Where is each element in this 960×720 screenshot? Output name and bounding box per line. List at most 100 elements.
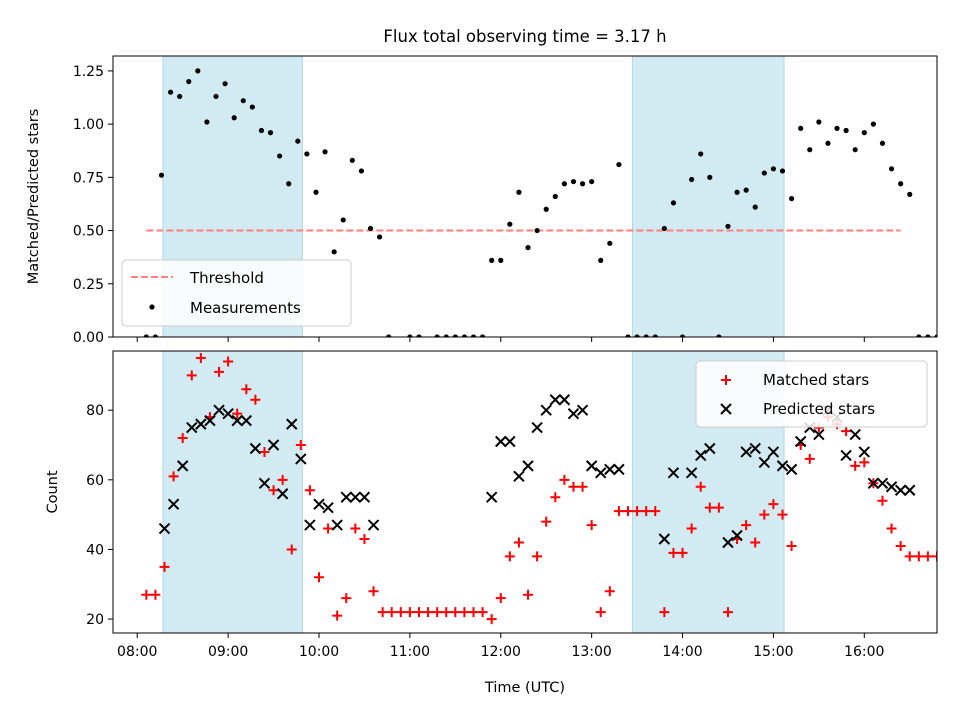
measurement-point [340, 217, 346, 223]
x-tick-label: 12:00 [481, 644, 521, 660]
y-tick-label: 0.75 [73, 170, 104, 186]
measurement-point [788, 196, 795, 202]
measurement-point [925, 334, 931, 337]
measurement-point [570, 178, 577, 185]
predicted-star-point [349, 491, 362, 503]
measurement-point [416, 334, 422, 337]
matched-star-point [859, 457, 870, 468]
legend-measurements-swatch [149, 304, 155, 310]
matched-star-point [386, 607, 397, 618]
matched-star-point [777, 509, 788, 520]
measurement-point [852, 147, 858, 153]
predicted-star-point [867, 477, 880, 490]
predicted-star-point [322, 501, 334, 514]
predicted-star-point [504, 435, 516, 448]
matched-star-point [850, 460, 861, 471]
predicted-star-point [249, 442, 262, 455]
y-tick-label: 40 [86, 542, 104, 558]
matched-star-point [913, 551, 924, 562]
measurement-point [304, 151, 310, 157]
matched-star-point [713, 502, 724, 513]
measurement-point [907, 191, 913, 197]
matched-star-point [241, 384, 252, 395]
predicted-star-point [176, 460, 189, 472]
matched-star-point [268, 485, 279, 496]
measurement-point [734, 189, 740, 195]
matched-star-point [613, 506, 624, 517]
legend-top: Threshold Measurements [121, 259, 352, 327]
measurement-point [561, 181, 567, 187]
matched-star-point [904, 551, 915, 562]
matched-star-point [450, 607, 461, 618]
matched-star-point [877, 495, 888, 506]
matched-star-point [922, 551, 933, 562]
measurement-point [516, 189, 522, 195]
legend-matched-label: Matched stars [763, 371, 869, 389]
measurement-point [579, 181, 586, 187]
measurement-point [295, 138, 301, 144]
legend-threshold-label: Threshold [189, 269, 264, 287]
legend-bottom: Matched stars Predicted stars [695, 360, 928, 428]
measurement-point [349, 157, 355, 163]
matched-star-point [841, 426, 852, 437]
matched-star-point [423, 607, 434, 618]
matched-star-point [141, 589, 152, 600]
measurement-point [267, 130, 274, 136]
predicted-star-point [722, 536, 734, 549]
measurement-point [698, 151, 704, 157]
x-axis-label: Time (UTC) [484, 680, 565, 696]
predicted-star-point [258, 477, 271, 490]
predicted-star-point [195, 418, 207, 430]
measurement-point [167, 89, 174, 95]
predicted-star-point [485, 491, 498, 503]
matched-star-point [586, 520, 597, 531]
predicted-star-point [740, 446, 752, 458]
predicted-star-point [222, 407, 234, 420]
matched-star-point [532, 551, 543, 562]
predicted-star-point [213, 404, 225, 416]
matched-star-point [314, 572, 324, 583]
y-tick-label: 20 [86, 612, 104, 628]
predicted-star-point [767, 446, 780, 458]
predicted-star-point [776, 460, 789, 472]
predicted-star-point [276, 488, 289, 500]
measurement-point [679, 334, 686, 337]
legend-matched-swatch [721, 375, 731, 385]
matched-star-point [632, 506, 643, 517]
predicted-star-point [731, 529, 743, 542]
predicted-star-point [231, 414, 243, 427]
measurement-point [607, 240, 613, 246]
matched-star-point [568, 481, 579, 492]
matched-star-point [259, 446, 270, 457]
matched-star-point [341, 593, 352, 604]
measurement-point [249, 104, 255, 110]
predicted-star-point [286, 418, 298, 430]
matched-star-point [413, 607, 424, 618]
y-tick-label: 1.25 [73, 64, 104, 80]
y-tick-label: 0.25 [73, 277, 104, 293]
measurement-point [213, 93, 219, 100]
predicted-star-point [331, 519, 343, 531]
predicted-star-point [858, 446, 871, 458]
matched-star-point [359, 534, 370, 544]
matched-star-point [477, 607, 488, 618]
matched-star-point [368, 586, 379, 597]
y-tick-label: 80 [86, 403, 104, 419]
matched-star-point [350, 523, 361, 534]
measurement-point [331, 249, 337, 255]
highlight-band-2 [632, 55, 785, 338]
predicted-star-point [167, 498, 180, 510]
measurement-point [643, 334, 649, 337]
axes-frame [112, 55, 938, 338]
predicted-star-point [540, 404, 552, 416]
measurement-point [834, 125, 840, 131]
measurement-point [589, 178, 595, 185]
matched-star-point [695, 481, 706, 492]
matched-star-point [223, 356, 234, 367]
measurement-point [204, 119, 210, 125]
predicted-star-point [749, 442, 761, 455]
predicted-star-point [613, 463, 625, 476]
legend-predicted-label: Predicted stars [763, 400, 875, 418]
matched-star-point [650, 506, 661, 517]
measurement-point [322, 149, 328, 155]
